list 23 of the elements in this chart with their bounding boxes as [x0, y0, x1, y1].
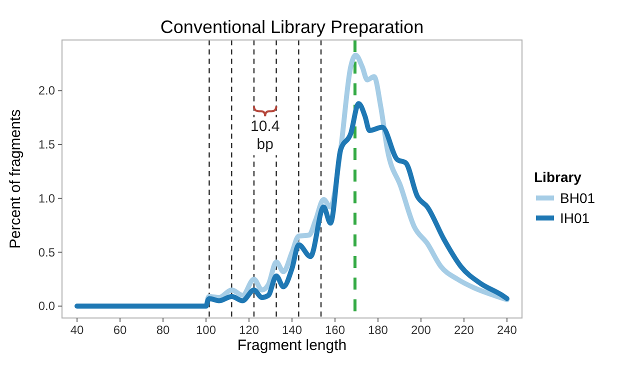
- y-tick-label: 0.0: [38, 299, 56, 314]
- x-tick-label: 120: [238, 323, 260, 337]
- y-tick-label: 0.5: [38, 245, 56, 260]
- x-tick-label: 60: [113, 323, 128, 337]
- legend-label: BH01: [560, 190, 596, 206]
- legend-label: IH01: [560, 210, 590, 226]
- legend-title: Library: [534, 169, 582, 185]
- x-tick-label: 240: [496, 323, 518, 337]
- x-tick-label: 180: [368, 323, 388, 337]
- x-tick-label: 200: [410, 323, 432, 337]
- x-tick-label: 140: [282, 323, 302, 337]
- chart-title: Conventional Library Preparation: [160, 17, 424, 37]
- x-tick-label: 160: [324, 323, 346, 337]
- annotation: 10.4 bp: [250, 118, 280, 154]
- y-tick-label: 1.0: [38, 191, 56, 206]
- y-tick-label: 1.5: [38, 138, 56, 152]
- x-tick-label: 100: [196, 323, 216, 337]
- x-tick-label: 220: [454, 323, 474, 337]
- x-tick-label: 40: [70, 323, 84, 337]
- y-tick-label: 2.0: [38, 84, 56, 98]
- y-axis-title: Percent of fragments: [7, 109, 24, 249]
- x-tick-label: 80: [156, 323, 170, 337]
- x-axis-title: Fragment length: [237, 337, 347, 354]
